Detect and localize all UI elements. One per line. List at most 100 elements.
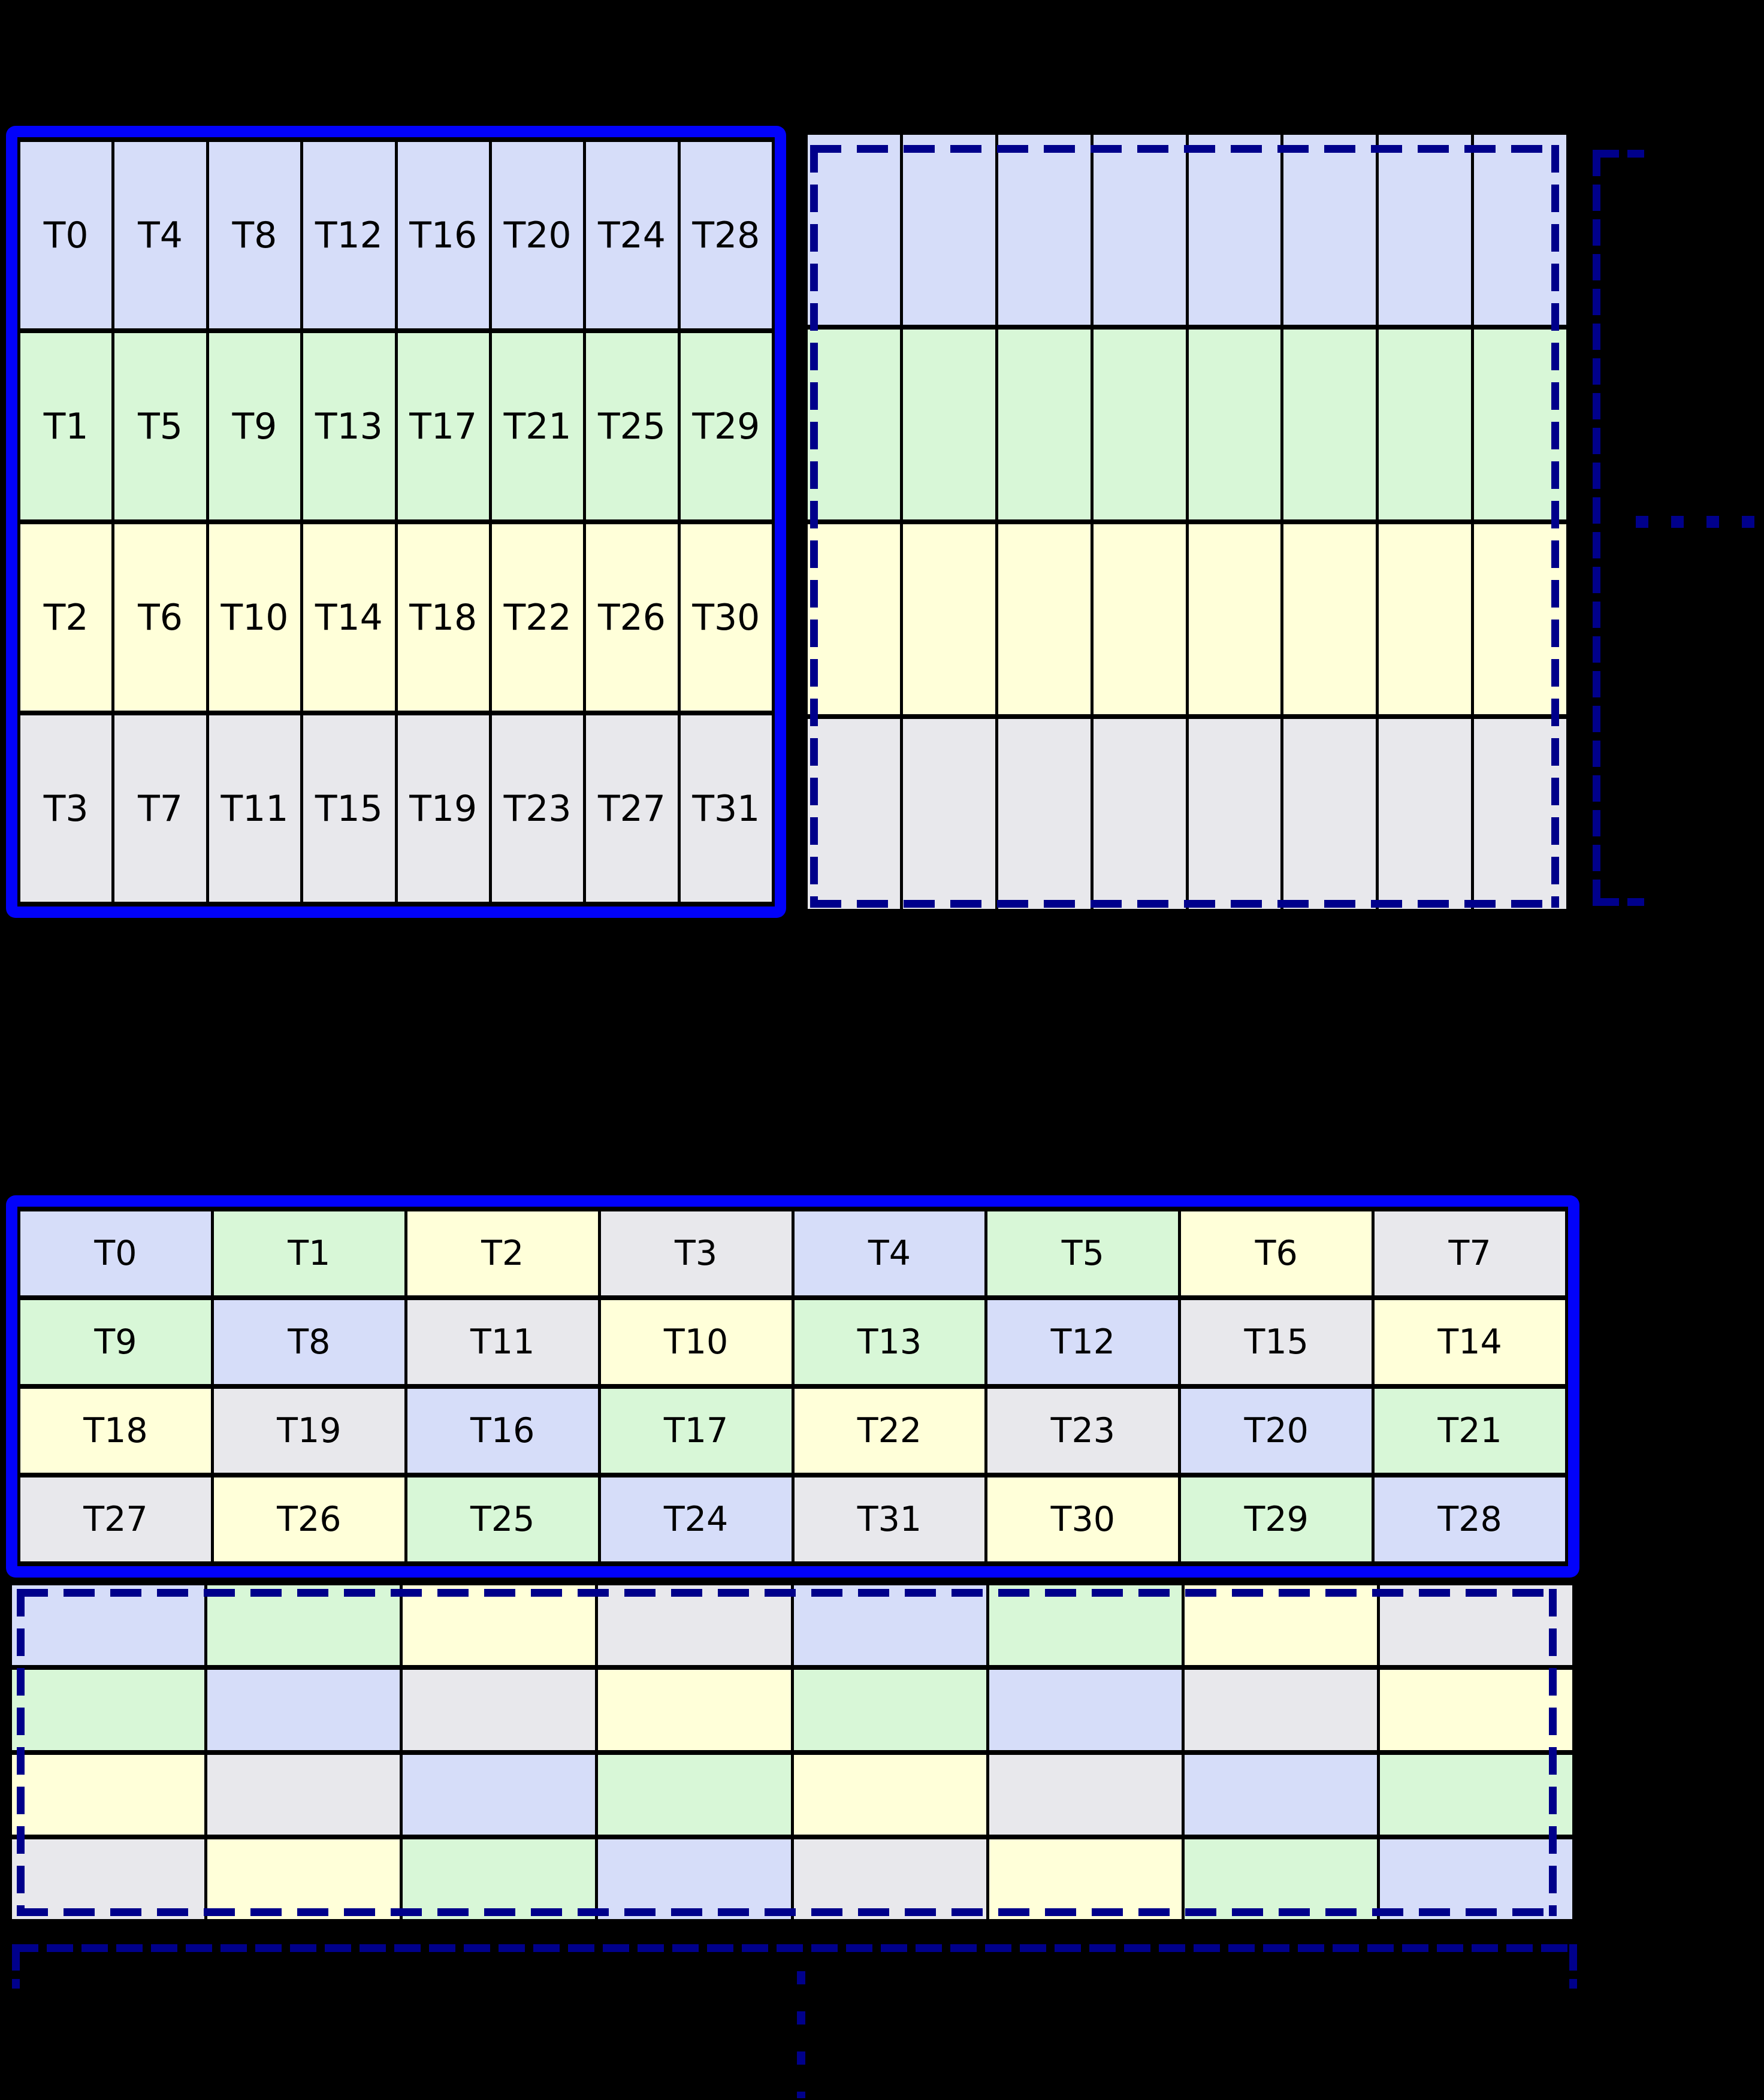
tile-cell xyxy=(986,1665,1185,1755)
grid-row xyxy=(805,519,1569,719)
thread-cell: T16 xyxy=(394,137,492,333)
thread-cell: T4 xyxy=(111,137,209,333)
tile-cell xyxy=(899,714,998,914)
thread-cell: T16 xyxy=(404,1384,601,1477)
repeat-outline-right-edge xyxy=(1551,145,1559,908)
repeat-outline-top-edge xyxy=(810,145,1559,153)
tile-cell xyxy=(1376,130,1475,330)
thread-grid-column-major: T0 T4 T8 T12 T16 T20 T24 T28 T1 T5 T9 T13 T17 T21 T25 T… xyxy=(6,126,786,918)
vertical-ellipsis-icon xyxy=(797,1971,805,2098)
grid-row xyxy=(8,1665,1576,1755)
tile-cell xyxy=(1376,1665,1576,1755)
tile-cell xyxy=(8,1834,208,1924)
tile-cell xyxy=(1185,130,1284,330)
dashed-bracket-right-tick xyxy=(1569,1944,1577,1989)
tile-cell xyxy=(986,1750,1185,1839)
thread-cell: T13 xyxy=(300,328,398,524)
tile-cell xyxy=(805,714,903,914)
thread-cell: T19 xyxy=(210,1384,407,1477)
dashed-bracket-left-tick xyxy=(12,1944,20,1989)
tile-cell xyxy=(1090,519,1189,719)
tile-cell xyxy=(1376,519,1475,719)
thread-cell: T8 xyxy=(206,137,304,333)
tile-cell xyxy=(995,714,1094,914)
tile-cell xyxy=(995,325,1094,524)
thread-cell: T24 xyxy=(583,137,681,333)
thread-cell: T29 xyxy=(677,328,775,524)
thread-cell: T11 xyxy=(404,1295,601,1389)
thread-cell: T29 xyxy=(1178,1473,1375,1566)
thread-cell: T23 xyxy=(488,711,587,907)
tile-cell xyxy=(204,1665,403,1755)
thread-cell: T12 xyxy=(984,1295,1182,1389)
tile-cell xyxy=(1280,519,1379,719)
tile-cell xyxy=(1376,1750,1576,1839)
thread-cell: T26 xyxy=(583,519,681,715)
tile-cell xyxy=(8,1665,208,1755)
repeat-outline2-top-edge xyxy=(17,1589,1557,1597)
tile-cell xyxy=(1090,714,1189,914)
thread-cell: T3 xyxy=(17,711,115,907)
thread-cell: T1 xyxy=(210,1207,407,1300)
thread-cell: T28 xyxy=(1372,1473,1568,1566)
grid-row: T2 T6 T10 T14 T18 T22 T26 T30 xyxy=(17,519,775,715)
tile-cell xyxy=(805,325,903,524)
thread-cell: T15 xyxy=(300,711,398,907)
dashed-bracket-icon xyxy=(12,1944,1577,1952)
thread-grid-swizzled-repeat-block xyxy=(6,1578,1578,1927)
tile-cell xyxy=(899,130,998,330)
repeat-outline-left-edge xyxy=(810,145,818,908)
thread-cell: T2 xyxy=(17,519,115,715)
tile-cell xyxy=(1181,1750,1380,1839)
thread-cell: T19 xyxy=(394,711,492,907)
thread-cell: T2 xyxy=(404,1207,601,1300)
thread-grid-repeat-table xyxy=(805,130,1569,914)
thread-cell: T23 xyxy=(984,1384,1182,1477)
repeat-outline-bottom-edge xyxy=(810,900,1559,908)
thread-cell: T21 xyxy=(1372,1384,1568,1477)
tile-cell xyxy=(805,519,903,719)
grid-row: T9 T8 T11 T10 T13 T12 T15 T14 xyxy=(17,1295,1568,1389)
grid-row: T18 T19 T16 T17 T22 T23 T20 T21 xyxy=(17,1384,1568,1477)
thread-grid-swizzled-table: T0 T1 T2 T3 T4 T5 T6 T7 T9 T8 T11 T10 T13 T12 T15 T14 T1… xyxy=(17,1207,1568,1566)
thread-grid-column-major-table: T0 T4 T8 T12 T16 T20 T24 T28 T1 T5 T9 T13 T17 T21 T25 T… xyxy=(17,137,775,907)
thread-cell: T14 xyxy=(1372,1295,1568,1389)
repeat-outline2-right-edge xyxy=(1549,1589,1557,1916)
thread-cell: T1 xyxy=(17,328,115,524)
thread-cell: T27 xyxy=(17,1473,214,1566)
thread-cell: T31 xyxy=(791,1473,988,1566)
thread-cell: T0 xyxy=(17,137,115,333)
thread-cell: T8 xyxy=(210,1295,407,1389)
thread-cell: T5 xyxy=(111,328,209,524)
thread-cell: T11 xyxy=(206,711,304,907)
thread-cell: T22 xyxy=(791,1384,988,1477)
thread-cell: T6 xyxy=(111,519,209,715)
tile-cell xyxy=(595,1665,794,1755)
grid-row: T27 T26 T25 T24 T31 T30 T29 T28 xyxy=(17,1473,1568,1566)
grid-row xyxy=(805,130,1569,330)
grid-row: T0 T1 T2 T3 T4 T5 T6 T7 xyxy=(17,1207,1568,1300)
tile-cell xyxy=(1376,325,1475,524)
dashed-bracket-top-tick xyxy=(1593,150,1644,158)
dashed-bracket-icon xyxy=(1593,150,1600,906)
thread-cell: T18 xyxy=(17,1384,214,1477)
thread-cell: T10 xyxy=(206,519,304,715)
tile-cell xyxy=(899,325,998,524)
tile-cell xyxy=(1185,325,1284,524)
thread-cell: T9 xyxy=(206,328,304,524)
thread-cell: T30 xyxy=(984,1473,1182,1566)
thread-cell: T9 xyxy=(17,1295,214,1389)
tile-cell xyxy=(995,130,1094,330)
thread-cell: T20 xyxy=(488,137,587,333)
thread-cell: T3 xyxy=(597,1207,795,1300)
thread-cell: T17 xyxy=(597,1384,795,1477)
horizontal-ellipsis-icon xyxy=(1636,516,1759,528)
grid-row xyxy=(8,1834,1576,1924)
tile-cell xyxy=(1280,325,1379,524)
tile-cell xyxy=(805,130,903,330)
thread-cell: T22 xyxy=(488,519,587,715)
tile-cell xyxy=(1185,519,1284,719)
thread-cell: T6 xyxy=(1178,1207,1375,1300)
grid-row: T1 T5 T9 T13 T17 T21 T25 T29 xyxy=(17,328,775,524)
tile-cell xyxy=(995,519,1094,719)
